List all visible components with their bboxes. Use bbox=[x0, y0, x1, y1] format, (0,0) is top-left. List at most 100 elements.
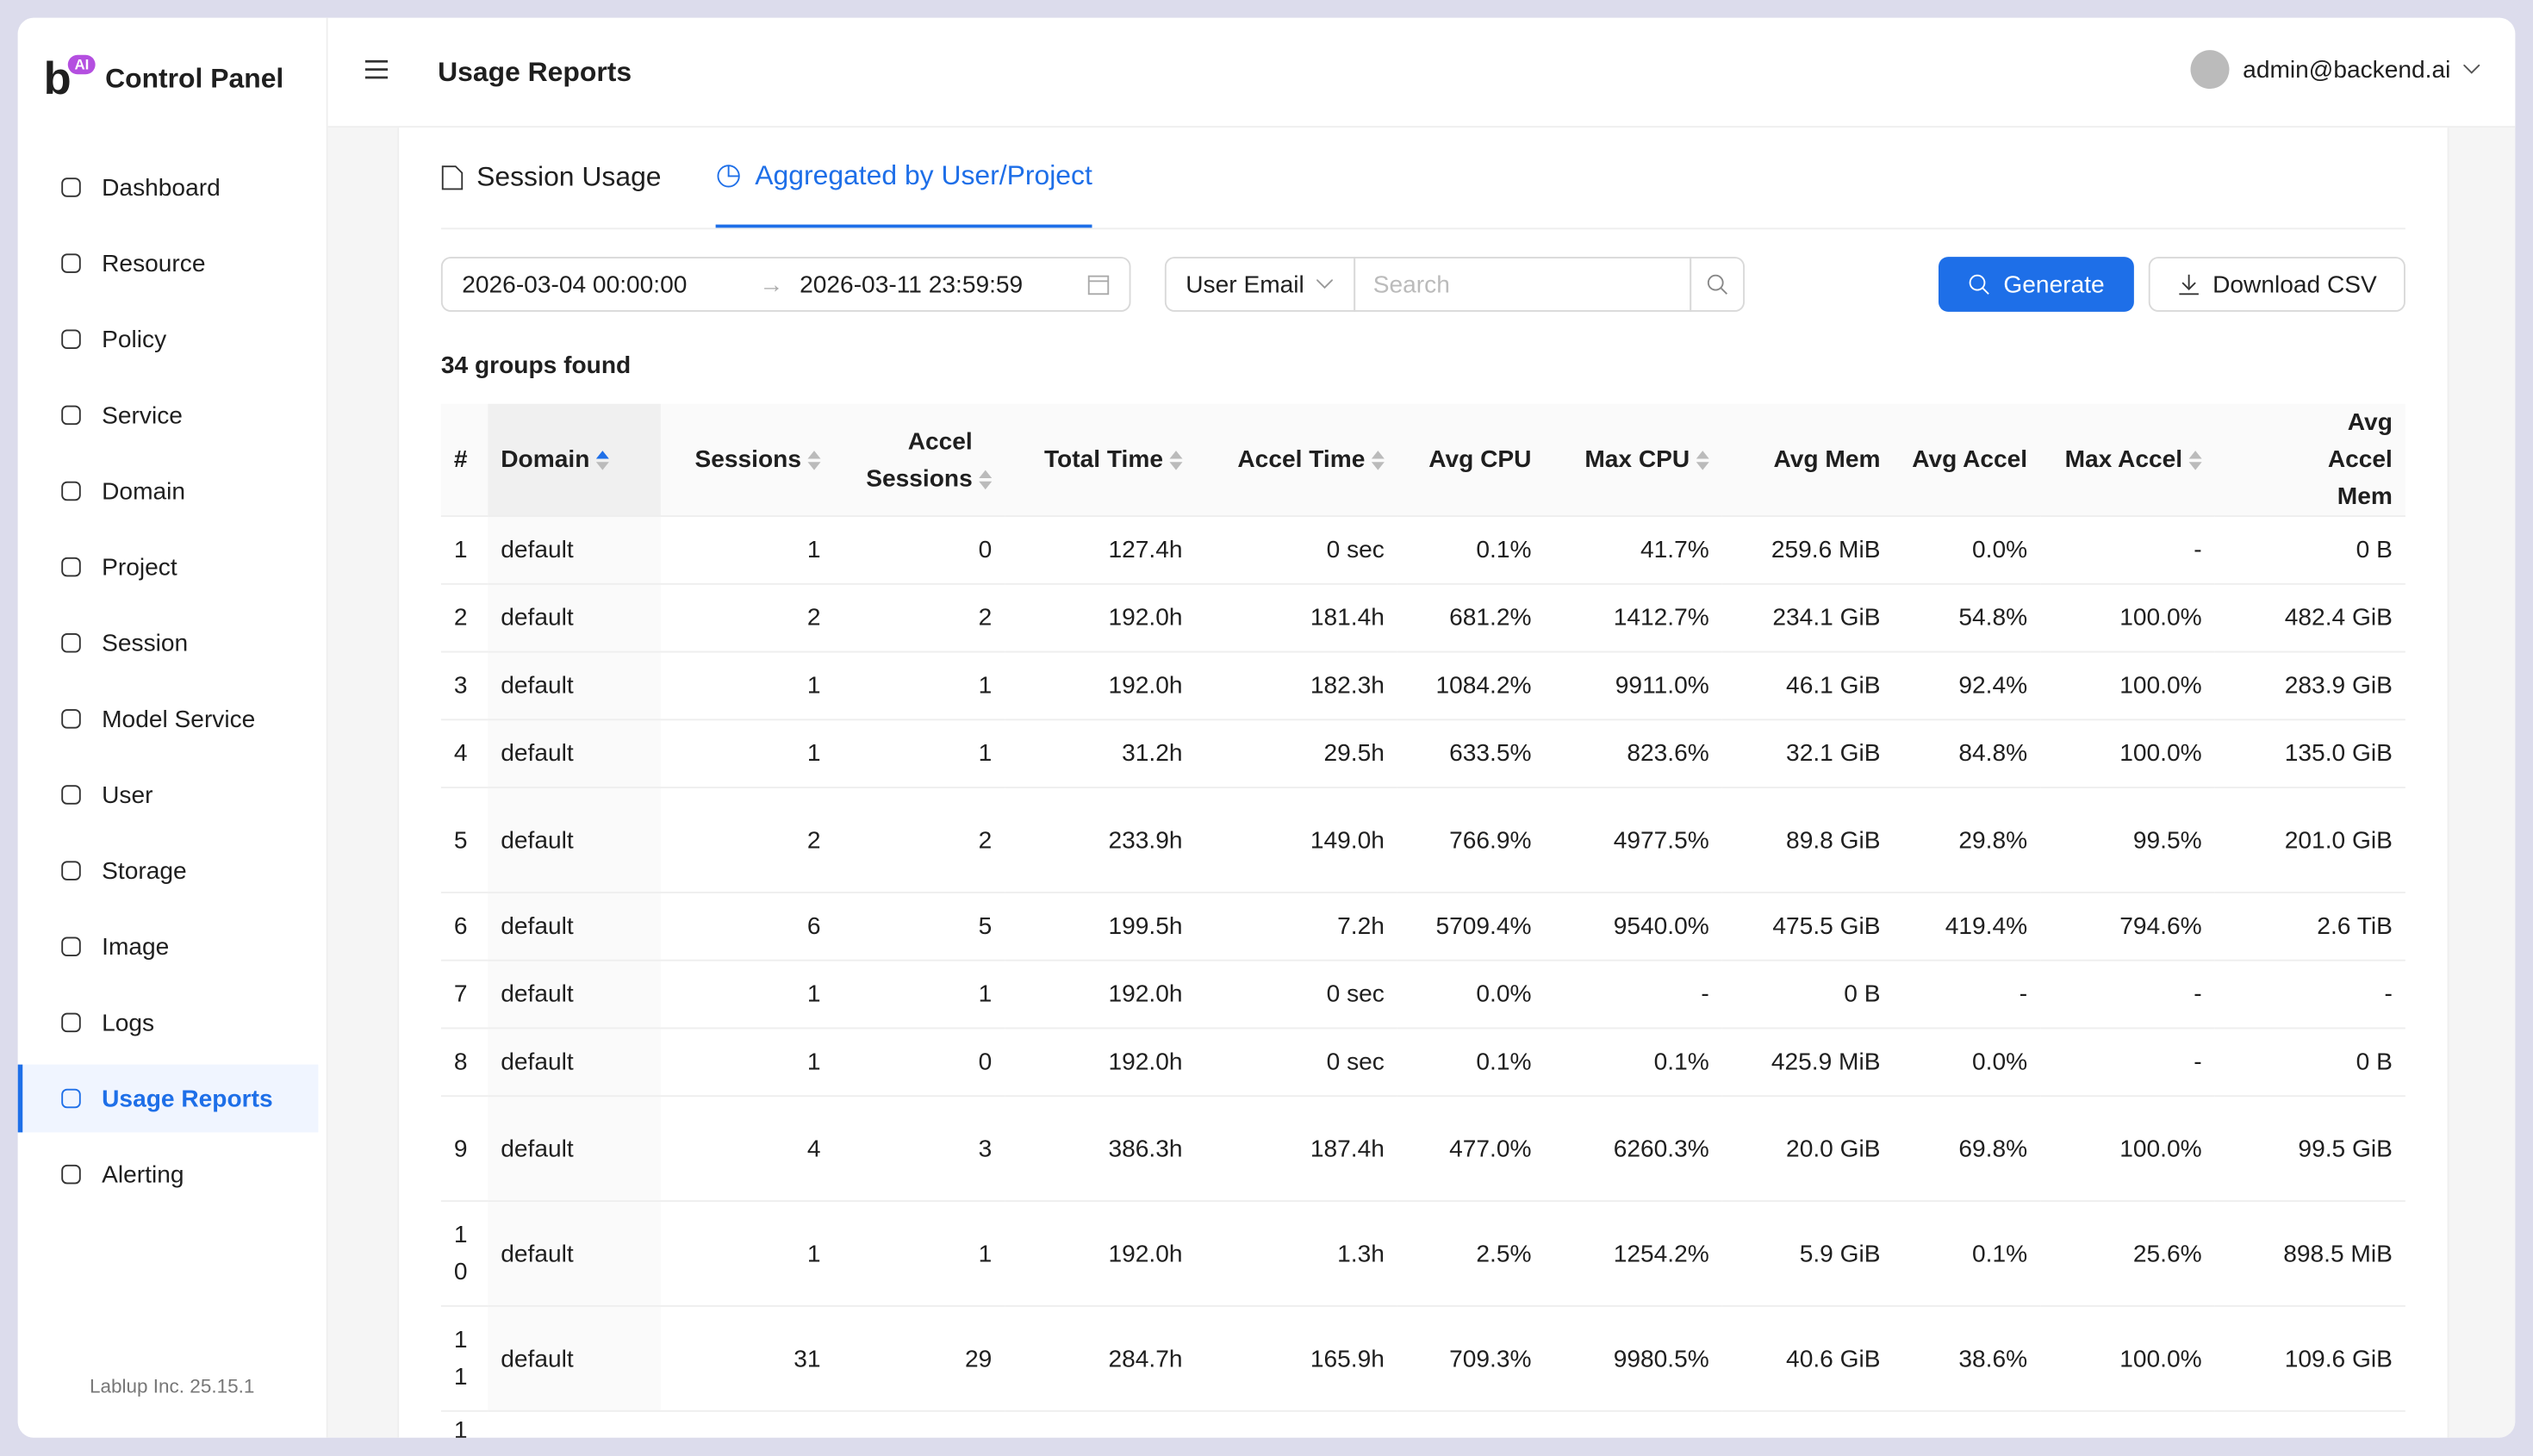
table-cell: 482.4 GiB bbox=[2214, 583, 2405, 653]
header: Usage Reports admin@backend.ai bbox=[327, 17, 2516, 128]
date-range[interactable]: 2026-03-04 00:00:00 → 2026-03-11 23:59:59 bbox=[440, 257, 1131, 312]
nav-label: User bbox=[102, 781, 153, 809]
sort-icon[interactable] bbox=[979, 468, 993, 490]
table-row: 3 default 1 1 192.0h 182.3h 1084.2% 9911.0% 46.1… bbox=[440, 651, 2405, 721]
table-cell: 7 bbox=[440, 960, 489, 1030]
table-cell: 192.0h bbox=[1005, 651, 1196, 721]
header-label: Avg Accel Mem bbox=[2327, 408, 2393, 511]
user-menu[interactable]: admin@backend.ai bbox=[2191, 50, 2480, 90]
column-header[interactable]: Accel Time bbox=[1195, 403, 1397, 517]
header-label: Domain bbox=[501, 445, 590, 474]
table-cell: 5 bbox=[833, 892, 1005, 961]
nav-label: Domain bbox=[102, 477, 186, 505]
nav-item[interactable]: Session bbox=[18, 609, 319, 677]
table-cell: default bbox=[488, 719, 661, 788]
sort-icon[interactable] bbox=[807, 449, 821, 471]
generate-button[interactable]: Generate bbox=[1939, 257, 2134, 312]
nav-item[interactable]: Service bbox=[18, 382, 319, 450]
tab[interactable]: Session Usage bbox=[441, 128, 662, 227]
nav-item[interactable]: Logs bbox=[18, 989, 319, 1057]
header-label: Avg Mem bbox=[1773, 445, 1881, 474]
nav-item[interactable]: Resource bbox=[18, 229, 319, 297]
table-row: 8 default 1 0 192.0h 0 sec 0.1% 0.1% 425.9 MiB 0.… bbox=[440, 1028, 2405, 1098]
column-header[interactable]: Domain bbox=[488, 403, 661, 517]
table-cell: 1 bbox=[660, 1201, 834, 1307]
sort-icon[interactable] bbox=[595, 449, 609, 471]
tab-icon bbox=[441, 165, 464, 190]
table-cell: 8 bbox=[440, 1028, 489, 1098]
table-row: 2 default 2 2 192.0h 181.4h 681.2% 1412.7% 234.1… bbox=[440, 583, 2405, 653]
nav-icon bbox=[61, 1164, 81, 1185]
search-button[interactable] bbox=[1690, 257, 1745, 312]
table-cell: 0.1% bbox=[1397, 1028, 1545, 1098]
table-cell: 259.6 MiB bbox=[1721, 516, 1894, 585]
menu-icon[interactable] bbox=[364, 59, 388, 79]
header-row: # Domain Sessions Accel Sessions Total Time A… bbox=[440, 403, 2405, 517]
sort-icon[interactable] bbox=[1696, 449, 1709, 471]
column-header[interactable]: Max Accel bbox=[2040, 403, 2215, 517]
table-cell: 1 bbox=[833, 651, 1005, 721]
tab[interactable]: Aggregated by User/Project bbox=[716, 128, 1092, 228]
sort-icon[interactable] bbox=[2188, 449, 2202, 471]
table-cell: default bbox=[488, 516, 661, 585]
table-cell: 10 bbox=[440, 1201, 489, 1307]
table-cell: 0 sec bbox=[1195, 960, 1397, 1030]
table-cell: 4 bbox=[660, 1096, 834, 1202]
nav-item[interactable]: Dashboard bbox=[18, 153, 319, 221]
field-select[interactable]: User Email bbox=[1164, 257, 1356, 312]
column-header: Avg Accel Mem bbox=[2214, 403, 2405, 517]
table-cell: 0.1% bbox=[1544, 1028, 1722, 1098]
table-cell: - bbox=[2040, 1028, 2215, 1098]
nav-item[interactable]: Policy bbox=[18, 305, 319, 373]
search-input[interactable]: Search bbox=[1354, 257, 1692, 312]
table-cell: 32.1 GiB bbox=[1721, 719, 1894, 788]
table-cell: 0.1% bbox=[1893, 1201, 2041, 1307]
nav-item[interactable]: User bbox=[18, 761, 319, 829]
nav-icon bbox=[61, 253, 81, 273]
nav-item[interactable]: Domain bbox=[18, 457, 319, 526]
nav-icon bbox=[61, 557, 81, 577]
table-cell: 0 sec bbox=[1195, 1028, 1397, 1098]
page-title: Usage Reports bbox=[438, 56, 632, 88]
table-cell: 284.7h bbox=[1005, 1305, 1196, 1412]
table-row: 12 bbox=[440, 1410, 2405, 1438]
nav-item[interactable]: Image bbox=[18, 912, 319, 980]
nav-item[interactable]: Storage bbox=[18, 837, 319, 905]
table-cell: default bbox=[488, 1201, 661, 1307]
column-header[interactable]: Sessions bbox=[660, 403, 834, 517]
column-header[interactable]: Max CPU bbox=[1544, 403, 1722, 517]
table-cell: default bbox=[488, 892, 661, 961]
table-cell: 709.3% bbox=[1397, 1305, 1545, 1412]
table-cell: 1 bbox=[440, 516, 489, 585]
table-cell: 165.9h bbox=[1195, 1305, 1397, 1412]
table-cell: 25.6% bbox=[2040, 1201, 2215, 1307]
header-label: Accel Sessions bbox=[866, 426, 973, 492]
header-label: # bbox=[453, 445, 468, 474]
calendar-icon bbox=[1087, 275, 1110, 296]
nav-icon bbox=[61, 329, 81, 349]
nav-label: Resource bbox=[102, 249, 206, 277]
footer: Lablup Inc. 25.15.1 bbox=[89, 1374, 255, 1397]
table-cell: 38.6% bbox=[1893, 1305, 2041, 1412]
column-header[interactable]: Accel Sessions bbox=[833, 403, 1005, 517]
nav-item[interactable]: Project bbox=[18, 533, 319, 601]
table-cell: default bbox=[488, 787, 661, 893]
sort-icon[interactable] bbox=[1371, 449, 1385, 471]
table-cell: 0 B bbox=[1721, 960, 1894, 1030]
download-button[interactable]: Download CSV bbox=[2148, 257, 2405, 312]
table-cell: 681.2% bbox=[1397, 583, 1545, 653]
brand-badge: AI bbox=[67, 54, 96, 75]
table-cell: 201.0 GiB bbox=[2214, 787, 2405, 893]
table-cell: 46.1 GiB bbox=[1721, 651, 1894, 721]
nav-item[interactable]: Model Service bbox=[18, 685, 319, 753]
nav-icon bbox=[61, 1088, 81, 1109]
table-cell: 192.0h bbox=[1005, 583, 1196, 653]
nav-item[interactable]: Alerting bbox=[18, 1141, 319, 1209]
table-cell: 100.0% bbox=[2040, 719, 2215, 788]
table-cell: 2 bbox=[833, 583, 1005, 653]
column-header[interactable]: Total Time bbox=[1005, 403, 1196, 517]
nav-item[interactable]: Usage Reports bbox=[17, 1064, 319, 1133]
nav-label: Logs bbox=[102, 1008, 155, 1036]
table-cell: 2 bbox=[660, 583, 834, 653]
sort-icon[interactable] bbox=[1169, 449, 1183, 471]
